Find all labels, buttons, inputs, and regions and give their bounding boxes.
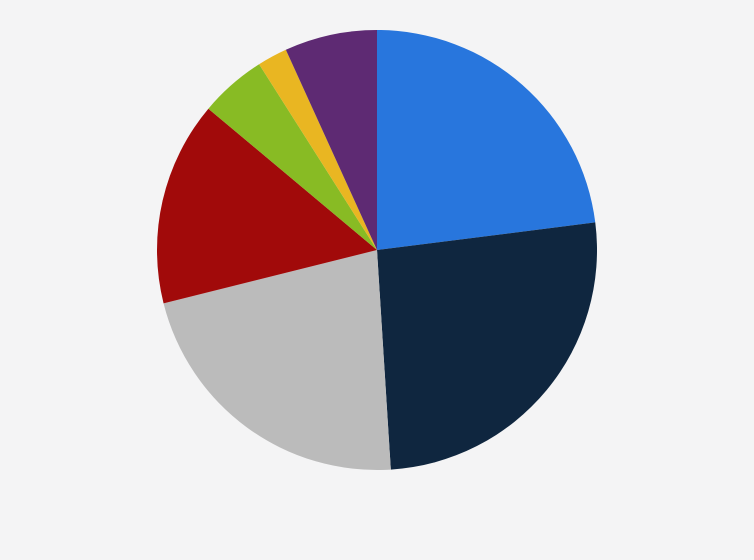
pie-slice: [208, 64, 377, 250]
pie-slice: [285, 30, 377, 250]
pie-slice: [163, 250, 391, 470]
pie-slice: [157, 108, 377, 304]
pie-slice: [377, 222, 598, 470]
pie-slice: [377, 30, 596, 250]
pie: [157, 30, 598, 470]
pie-slice: [259, 49, 377, 250]
